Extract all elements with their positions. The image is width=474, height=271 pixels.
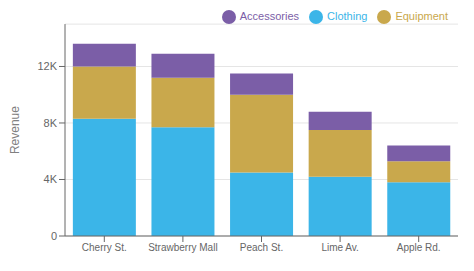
svg-text:12K: 12K [37,60,57,72]
svg-text:Cherry St.: Cherry St. [82,242,127,253]
svg-text:8K: 8K [44,117,58,129]
svg-text:Peach St.: Peach St. [240,242,283,253]
html-text:Equipment: Equipment [395,10,448,22]
svg-text:Revenue: Revenue [8,106,22,154]
html-text:Accessories: Accessories [239,10,299,22]
svg-text:Apple Rd.: Apple Rd. [397,242,441,253]
svg-text:Lime Av.: Lime Av. [321,242,358,253]
html-text:Clothing: Clothing [327,10,368,22]
svg-text:Strawberry Mall: Strawberry Mall [148,242,217,253]
svg-text:4K: 4K [44,173,58,185]
svg-text:0: 0 [51,230,57,242]
